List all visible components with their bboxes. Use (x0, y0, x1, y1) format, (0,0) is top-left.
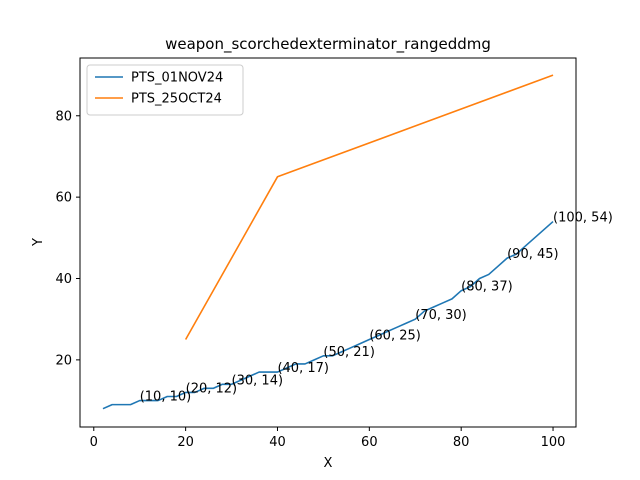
series-line-2 (184, 74, 554, 340)
data-label: (100, 54) (553, 211, 613, 226)
x-axis-label: X (324, 456, 333, 471)
y-tick-label: 40 (55, 272, 72, 287)
y-tick-label: 60 (55, 191, 72, 206)
data-label: (30, 14) (232, 373, 283, 388)
data-label: (40, 17) (277, 361, 329, 376)
y-axis: 20 40 60 80 (55, 109, 80, 368)
x-tick-label: 80 (453, 435, 470, 450)
series-line-1 (102, 220, 554, 410)
data-label: (90, 45) (507, 247, 558, 262)
y-tick-label: 20 (55, 353, 72, 368)
plot-area (102, 74, 554, 410)
x-tick-label: 40 (269, 435, 286, 450)
data-label: (80, 37) (461, 280, 513, 295)
x-tick-label: 0 (90, 435, 98, 450)
legend-entry: PTS_01NOV24 (131, 71, 223, 86)
chart-title: weapon_scorchedexterminator_rangeddmg (165, 35, 491, 54)
data-label: (20, 12) (186, 381, 238, 396)
y-axis-label: Y (31, 238, 46, 247)
y-tick-label: 80 (55, 109, 72, 124)
legend-box (86, 64, 244, 116)
data-label: (10, 10) (140, 390, 192, 405)
x-tick-label: 60 (361, 435, 378, 450)
legend-entry: PTS_25OCT24 (131, 92, 222, 107)
x-axis: 0 20 40 60 80 100 (90, 427, 566, 450)
x-tick-label: 20 (177, 435, 194, 450)
data-label: (50, 21) (323, 345, 375, 360)
axes-frame (79, 57, 577, 428)
legend: PTS_01NOV24 PTS_25OCT24 (86, 64, 244, 116)
data-label: (60, 25) (369, 329, 421, 344)
data-label: (70, 30) (415, 308, 467, 323)
data-annotations: (10, 10)(20, 12)(30, 14)(40, 17)(50, 21)… (140, 211, 613, 405)
x-tick-label: 100 (541, 435, 566, 450)
